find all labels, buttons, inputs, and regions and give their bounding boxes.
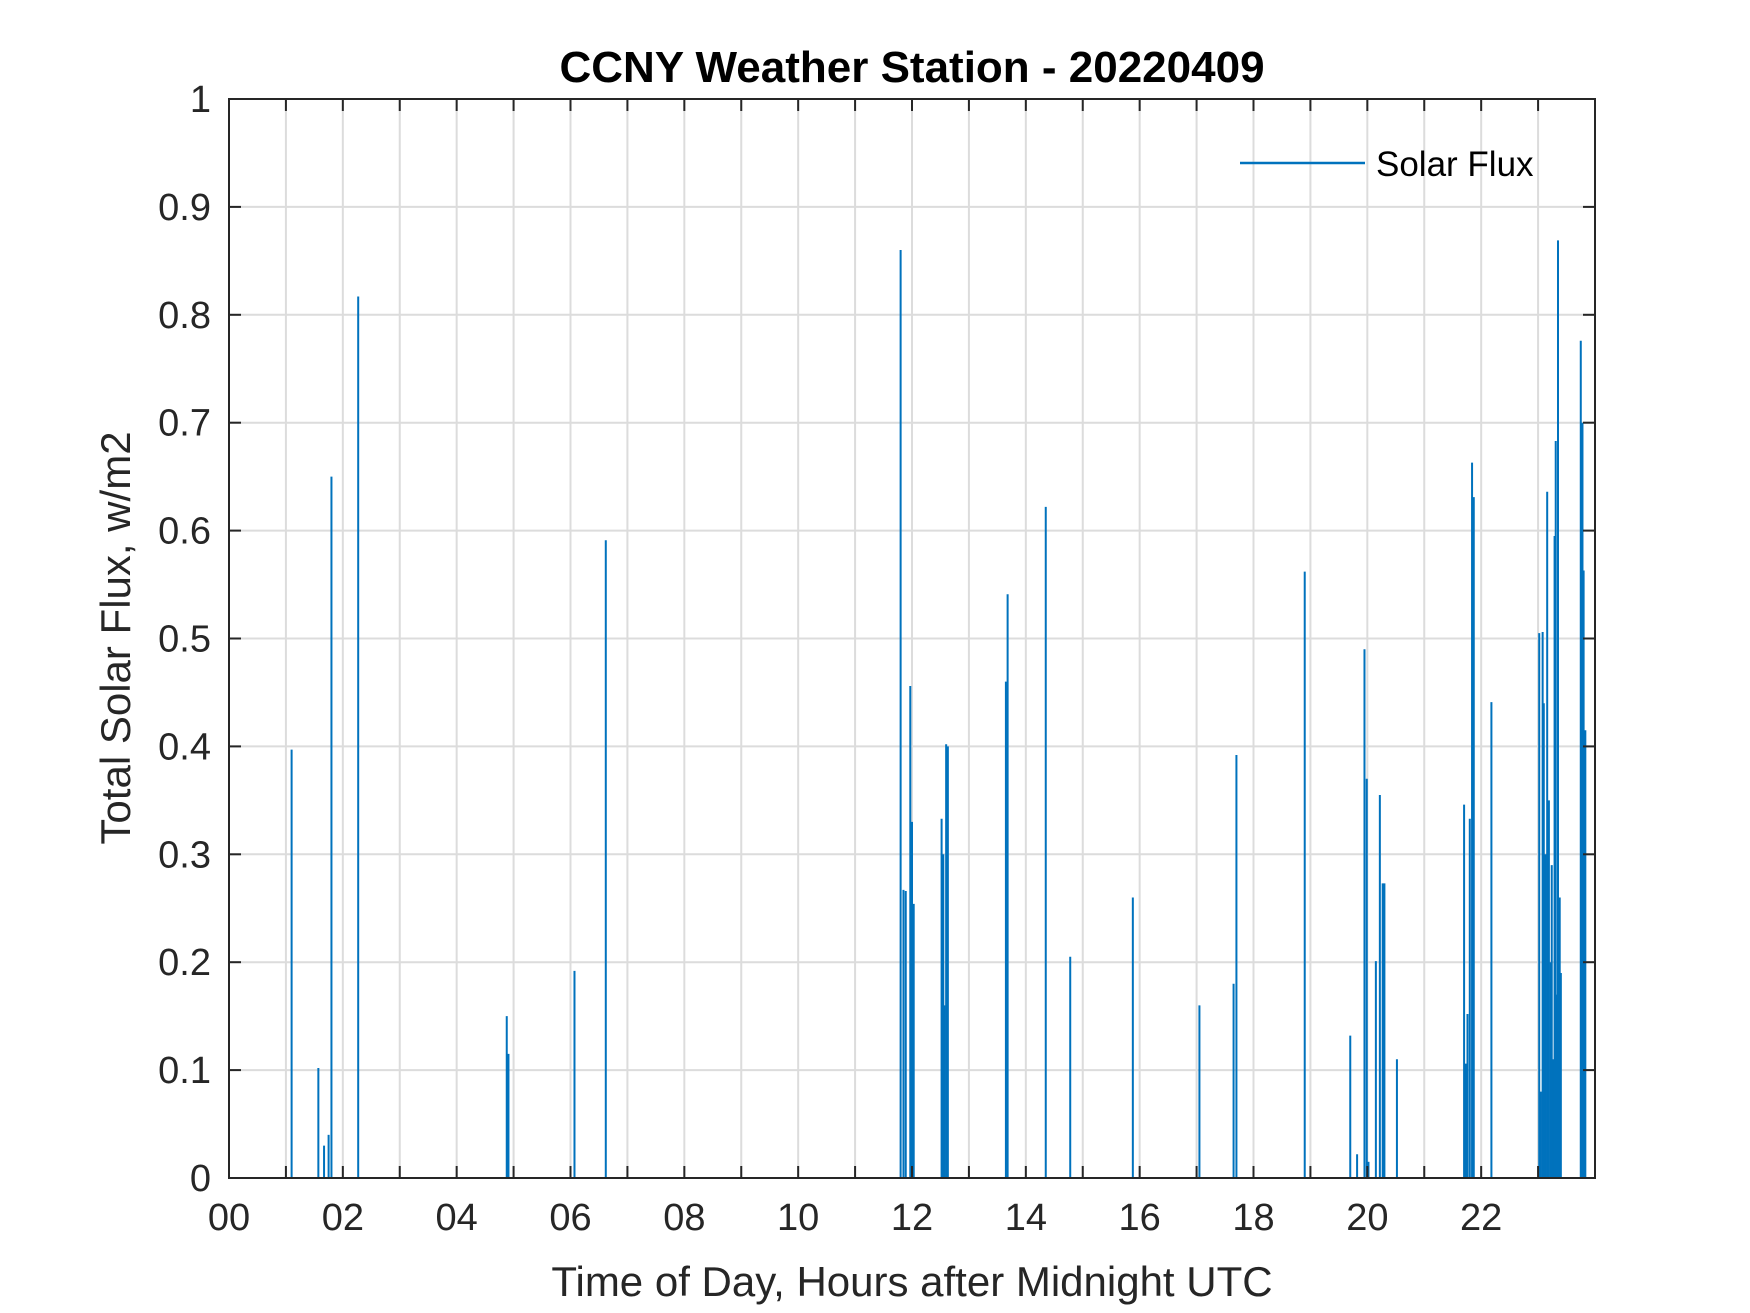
x-tick-label: 22 [1460,1197,1502,1239]
legend: Solar Flux [1240,145,1534,184]
y-tick-label: 0.1 [158,1050,211,1092]
x-tick-label: 00 [208,1197,250,1239]
chart-title: CCNY Weather Station - 20220409 [559,43,1264,92]
y-tick-label: 1 [190,79,211,121]
x-tick-label: 16 [1119,1197,1161,1239]
y-tick-label: 0.6 [158,511,211,553]
y-tick-label: 0.8 [158,295,211,337]
x-tick-label: 20 [1346,1197,1388,1239]
x-tick-label: 06 [549,1197,591,1239]
x-tick-label: 04 [436,1197,478,1239]
legend-label-solar-flux: Solar Flux [1376,145,1534,184]
x-tick-label: 18 [1232,1197,1274,1239]
x-axis-label: Time of Day, Hours after Midnight UTC [551,1258,1272,1305]
y-tick-label: 0 [190,1158,211,1200]
y-tick-label: 0.9 [158,187,211,229]
x-tick-label: 08 [663,1197,705,1239]
x-tick-label: 14 [1005,1197,1047,1239]
series-solar-flux [290,240,1587,1178]
x-tick-label: 12 [891,1197,933,1239]
y-tick-label: 0.4 [158,726,211,768]
y-axis-label: Total Solar Flux, w/m2 [92,431,139,844]
y-tick-label: 0.3 [158,834,211,876]
y-tick-label: 0.2 [158,942,211,984]
y-tick-label: 0.7 [158,403,211,445]
x-tick-label: 10 [777,1197,819,1239]
x-tick-label: 02 [322,1197,364,1239]
y-tick-label: 0.5 [158,619,211,661]
y-tick-labels: 0 0.1 0.2 0.3 0.4 0.5 0.6 0.7 0.8 0.9 1 [158,79,211,1200]
ticks [229,98,1595,1179]
x-tick-labels: 00 02 04 06 08 10 12 14 16 18 20 22 [208,1197,1502,1239]
